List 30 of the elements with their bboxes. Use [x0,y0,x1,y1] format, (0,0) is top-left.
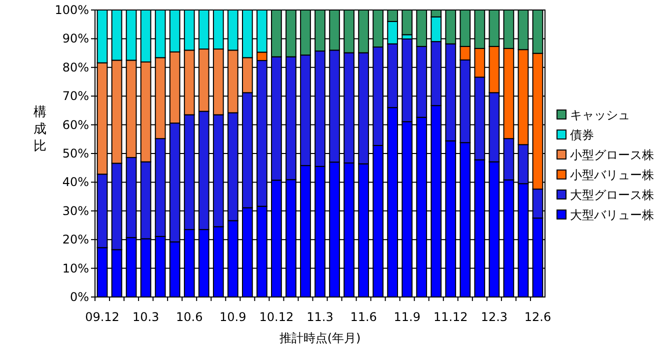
y-tick-label: 50% [62,146,89,160]
x-tick-label: 12.6 [524,310,552,324]
y-tick-label: 90% [62,32,89,46]
y-tick-label: 0% [70,290,89,304]
legend-label: 小型バリュー株 [570,168,654,182]
y-tick-label: 40% [62,175,89,190]
legend-label: 大型バリュー株 [570,208,654,222]
x-tick-label: 12.3 [480,310,508,324]
y-tick-label: 10% [62,261,89,276]
x-tick-label: 11.9 [394,310,420,324]
x-tick-label: 10.12 [259,310,294,324]
x-tick-label: 10.9 [220,310,246,324]
legend-label: 債券 [570,128,594,142]
x-tick-label: 11.12 [433,310,468,324]
y-tick-label: 80% [62,60,89,74]
x-tick-label: 10.3 [132,310,160,324]
y-tick-label: 70% [62,89,89,104]
y-tick-label: 100% [54,3,89,17]
y-axis-title: 構成比 [34,105,46,154]
y-tick-label: 20% [62,232,89,247]
legend-label: 小型グロース株 [570,148,654,162]
y-tick-label: 60% [62,118,89,132]
legend-label: 大型グロース株 [570,188,654,202]
legend-label: キャッシュ [570,108,630,122]
x-tick-label: 11.3 [306,310,334,324]
x-tick-label: 09.12 [85,310,120,324]
x-axis-title: 推計時点(年月) [279,331,361,345]
y-tick-label: 30% [62,204,89,218]
x-tick-label: 11.6 [350,310,377,324]
x-tick-label: 10.6 [176,310,203,324]
